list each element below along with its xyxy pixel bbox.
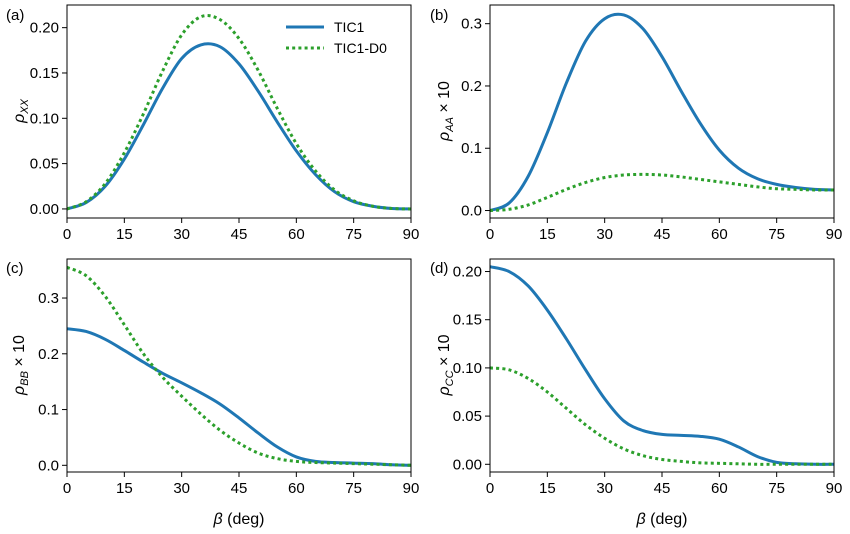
x-tick-label: 0: [63, 226, 71, 243]
y-tick-label: 0.10: [453, 360, 482, 377]
x-tick-label: 45: [231, 480, 248, 497]
x-tick-label: 90: [826, 226, 843, 243]
x-tick-label: 45: [654, 226, 671, 243]
y-tick-label: 0.2: [38, 346, 59, 363]
x-tick-label: 90: [403, 226, 420, 243]
y-tick-label: 0.0: [461, 203, 482, 220]
plot-frame: [489, 258, 835, 473]
x-tick-label: 75: [345, 480, 362, 497]
series-line-tic1-d0: [67, 265, 411, 467]
x-axis-label: β (deg): [636, 511, 688, 528]
x-tick-label: 90: [403, 480, 420, 497]
y-tick-label: 0.15: [453, 312, 482, 329]
y-tick-label: 0.1: [461, 140, 482, 157]
y-axis-label: ρAA × 10: [436, 81, 456, 142]
x-tick-label: 60: [288, 480, 305, 497]
x-tick-label: 45: [231, 226, 248, 243]
legend: TIC1 TIC1-D0: [286, 19, 387, 56]
y-tick-label: 0.2: [461, 78, 482, 95]
y-axis-label: ρBB × 10: [11, 335, 31, 396]
y-tick-label: 0.10: [30, 110, 59, 127]
series-line-tic1-d0: [67, 14, 411, 211]
x-tick-label: 30: [596, 226, 613, 243]
panel-label: (d): [430, 260, 448, 277]
x-tick-label: 15: [116, 480, 133, 497]
series-line-tic1: [490, 265, 834, 466]
y-tick-label: 0.3: [38, 290, 59, 307]
plot-frame: [66, 258, 412, 473]
series-line-tic1: [490, 12, 834, 212]
panel-b: 0 15 30 45 60 75 90 0.0 0.1 0.2 0.3 (b) ρAA × 10: [430, 4, 843, 243]
y-tick-label: 0.3: [461, 16, 482, 33]
y-tick-label: 0.20: [453, 264, 482, 281]
x-tick-label: 30: [173, 480, 190, 497]
x-tick-label: 0: [63, 480, 71, 497]
x-tick-label: 90: [826, 480, 843, 497]
panel-label: (c): [6, 260, 24, 277]
y-tick-label: 0.0: [38, 457, 59, 474]
x-tick-label: 15: [116, 226, 133, 243]
series-line-tic1-d0: [490, 172, 834, 213]
legend-label: TIC1: [334, 19, 365, 35]
y-tick-label: 0.1: [38, 402, 59, 419]
x-axis-label: β (deg): [213, 511, 265, 528]
x-tick-label: 15: [539, 480, 556, 497]
y-tick-label: 0.05: [30, 156, 59, 173]
y-tick-label: 0.20: [30, 20, 59, 37]
x-tick-label: 0: [486, 480, 494, 497]
y-tick-label: 0.05: [453, 408, 482, 425]
panel-a: 0 15 30 45 60 75 90 0.00 0.05 0.10 0.15 0.20 (a) ρXX: [6, 4, 420, 243]
y-axis-label: ρXX: [11, 98, 31, 124]
panel-d: 0 15 30 45 60 75 90 0.00 0.05 0.10 0.15 0.20 (d) ρCC …: [430, 258, 843, 528]
x-tick-label: 75: [768, 226, 785, 243]
x-tick-label: 15: [539, 226, 556, 243]
x-tick-label: 30: [596, 480, 613, 497]
x-tick-label: 75: [768, 480, 785, 497]
x-tick-label: 0: [486, 226, 494, 243]
series-line-tic1: [67, 42, 411, 211]
x-tick-label: 60: [711, 226, 728, 243]
series-line-tic1: [67, 327, 411, 467]
y-tick-label: 0.00: [453, 456, 482, 473]
panel-c: 0 15 30 45 60 75 90 0.0 0.1 0.2 0.3 (c) ρBB × 10 β (d…: [6, 258, 420, 528]
panel-label: (b): [430, 7, 448, 24]
y-tick-label: 0.00: [30, 201, 59, 218]
x-tick-label: 60: [288, 226, 305, 243]
y-axis-label: ρCC × 10: [436, 334, 456, 396]
x-tick-label: 30: [173, 226, 190, 243]
x-tick-label: 45: [654, 480, 671, 497]
x-tick-label: 60: [711, 480, 728, 497]
panel-label: (a): [6, 7, 24, 24]
x-tick-label: 75: [345, 226, 362, 243]
series-line-tic1-d0: [490, 366, 834, 466]
y-tick-label: 0.15: [30, 65, 59, 82]
legend-label: TIC1-D0: [334, 40, 387, 56]
